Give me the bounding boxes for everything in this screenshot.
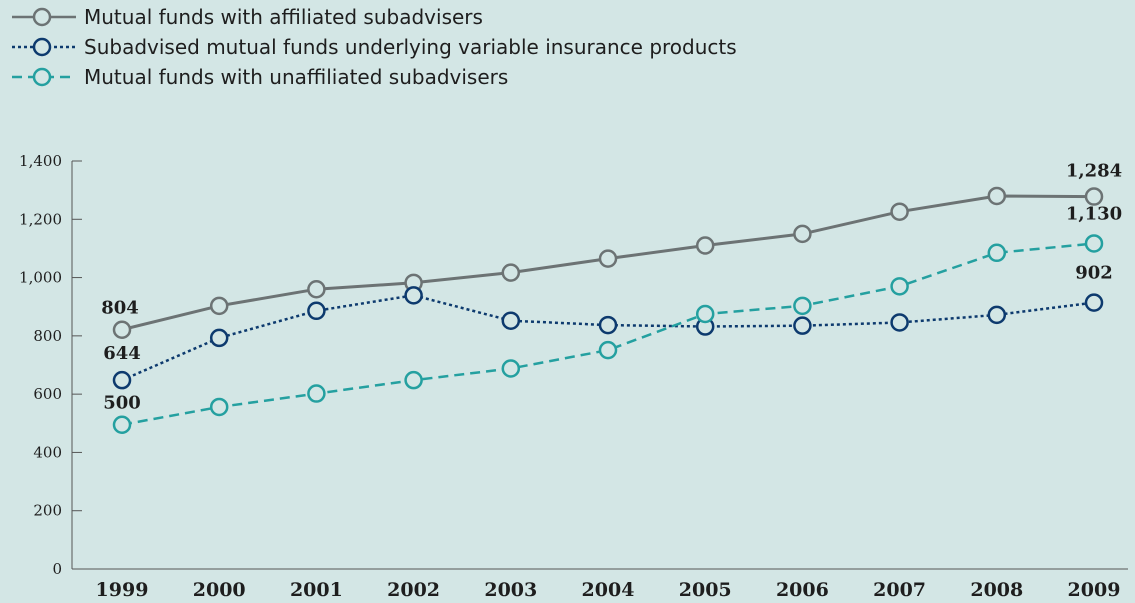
x-tick-label: 2009 [1068,579,1121,601]
data-point-unaffiliated-2002 [404,370,423,390]
data-point-unaffiliated-2006 [793,296,812,316]
data-label-vip: 902 [1075,263,1113,284]
data-point-unaffiliated-2000 [209,397,229,417]
data-point-unaffiliated-1999 [112,415,132,434]
x-tick-label: 2005 [679,579,732,601]
data-point-vip-1999 [112,370,132,390]
x-tick-label: 2007 [873,579,926,601]
data-point-unaffiliated-2008 [987,243,1007,263]
data-point-vip-2009 [1084,293,1104,312]
legend-marker-affiliated [32,7,52,27]
legend-label-unaffiliated: Mutual funds with unaffiliated subadvise… [84,65,508,89]
data-point-unaffiliated-2003 [501,359,521,378]
data-point-vip-2002 [404,286,423,305]
y-tick-label: 400 [33,443,62,461]
y-tick-label: 1,200 [19,210,62,228]
data-point-vip-2008 [987,305,1007,325]
data-label-vip: 644 [103,343,141,364]
data-point-vip-2000 [209,328,229,348]
y-tick-label: 1,400 [19,152,62,170]
data-point-affiliated-2008 [987,186,1007,206]
data-point-unaffiliated-2009 [1084,234,1104,253]
series-line-unaffiliated [121,242,1095,426]
data-point-unaffiliated-2004 [598,340,618,360]
data-point-vip-2007 [890,313,909,332]
x-tick-label: 2006 [776,579,829,601]
data-point-affiliated-2003 [501,263,521,282]
data-point-unaffiliated-2005 [695,304,715,324]
legend-label-vip: Subadvised mutual funds underlying varia… [84,35,737,59]
data-point-vip-2006 [793,316,812,335]
y-tick-label: 1,000 [19,269,62,287]
data-point-affiliated-2005 [695,236,715,255]
legend-marker-unaffiliated [32,67,52,87]
legend-marker-vip [32,37,52,57]
x-tick-label: 1999 [96,579,149,601]
data-point-affiliated-2000 [209,296,229,316]
data-point-unaffiliated-2001 [307,384,326,403]
data-label-unaffiliated: 1,130 [1066,203,1122,224]
y-tick-label: 800 [33,327,62,345]
data-label-unaffiliated: 500 [103,393,141,414]
x-tick-label: 2008 [970,579,1023,601]
data-label-affiliated: 1,284 [1066,161,1122,182]
data-point-affiliated-2001 [307,279,326,299]
data-point-affiliated-1999 [112,320,132,339]
data-point-vip-2003 [501,311,521,330]
data-label-affiliated: 804 [101,298,139,319]
data-point-vip-2001 [307,301,326,321]
x-tick-label: 2001 [290,579,343,601]
x-tick-label: 2004 [582,579,635,601]
data-point-affiliated-2006 [793,224,812,244]
legend-label-affiliated: Mutual funds with affiliated subadvisers [84,5,483,29]
data-point-affiliated-2004 [598,249,618,268]
data-point-affiliated-2009 [1084,187,1104,206]
x-tick-label: 2003 [484,579,537,601]
data-point-vip-2004 [598,315,618,335]
y-tick-label: 600 [33,385,62,403]
x-tick-label: 2002 [387,579,440,601]
x-tick-label: 2000 [193,579,246,601]
y-tick-label: 200 [33,502,62,520]
series-line-vip [121,294,1095,382]
data-point-affiliated-2007 [890,202,909,221]
data-point-unaffiliated-2007 [890,277,909,296]
y-tick-label: 0 [52,560,62,578]
